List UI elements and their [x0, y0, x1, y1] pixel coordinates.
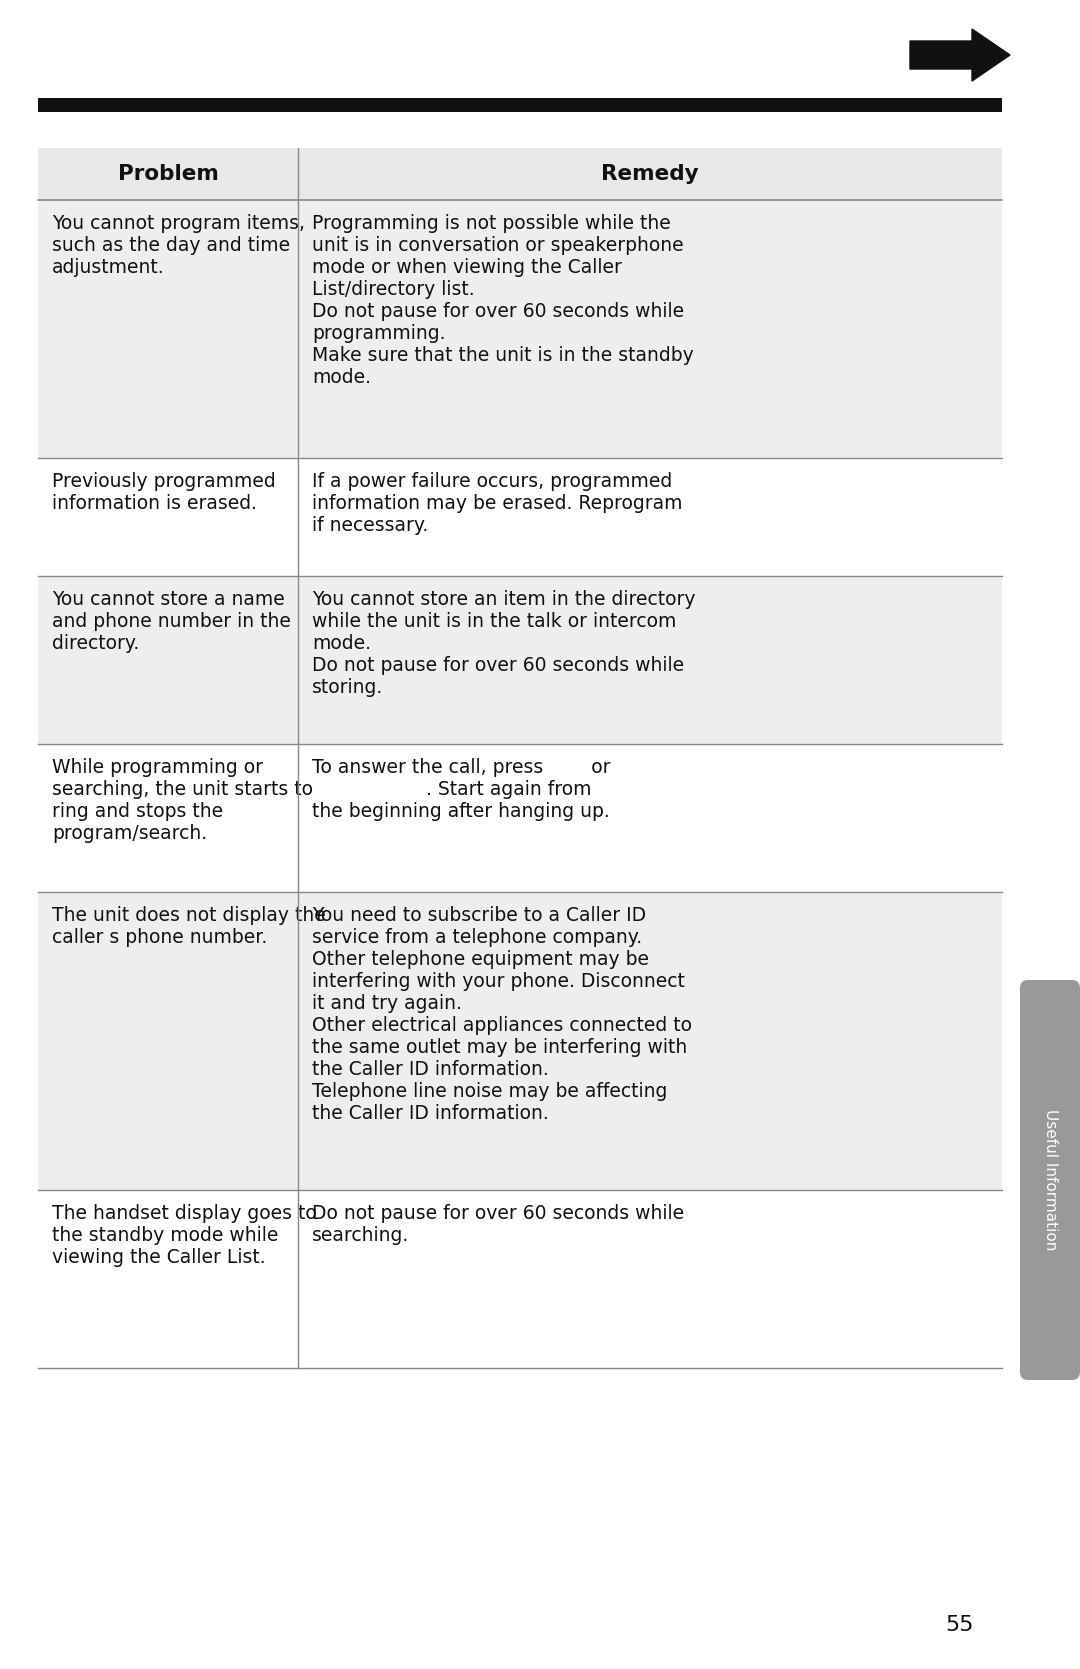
Text: You need to subscribe to a Caller ID
service from a telephone company.
Other tel: You need to subscribe to a Caller ID ser… — [312, 906, 692, 1123]
Bar — [38, 576, 298, 744]
Bar — [38, 891, 298, 1190]
Text: Problem: Problem — [118, 164, 218, 184]
Bar — [298, 744, 1002, 891]
Text: Useful Information: Useful Information — [1042, 1110, 1057, 1250]
Bar — [38, 149, 298, 200]
Text: The unit does not display the
caller s phone number.: The unit does not display the caller s p… — [52, 906, 326, 946]
Text: You cannot store a name
and phone number in the
directory.: You cannot store a name and phone number… — [52, 591, 291, 653]
Polygon shape — [910, 28, 1010, 82]
Text: Previously programmed
information is erased.: Previously programmed information is era… — [52, 472, 275, 512]
Text: Remedy: Remedy — [602, 164, 699, 184]
Bar — [38, 744, 298, 891]
Bar — [298, 1190, 1002, 1369]
Text: 55: 55 — [946, 1616, 974, 1636]
Bar — [38, 1190, 298, 1369]
Bar — [298, 576, 1002, 744]
Bar — [38, 200, 298, 457]
Text: To answer the call, press        or
                   . Start again from
the be: To answer the call, press or . Start aga… — [312, 758, 610, 821]
Text: You cannot program items,
such as the day and time
adjustment.: You cannot program items, such as the da… — [52, 214, 305, 277]
FancyBboxPatch shape — [1020, 980, 1080, 1380]
Bar — [38, 457, 298, 576]
Bar — [38, 98, 1002, 112]
Text: Do not pause for over 60 seconds while
searching.: Do not pause for over 60 seconds while s… — [312, 1203, 684, 1245]
Text: If a power failure occurs, programmed
information may be erased. Reprogram
if ne: If a power failure occurs, programmed in… — [312, 472, 683, 536]
Bar — [298, 891, 1002, 1190]
Text: While programming or
searching, the unit starts to
ring and stops the
program/se: While programming or searching, the unit… — [52, 758, 313, 843]
Bar — [298, 149, 1002, 200]
Text: Programming is not possible while the
unit is in conversation or speakerphone
mo: Programming is not possible while the un… — [312, 214, 693, 387]
Text: You cannot store an item in the directory
while the unit is in the talk or inter: You cannot store an item in the director… — [312, 591, 696, 698]
Bar — [298, 457, 1002, 576]
Bar — [298, 200, 1002, 457]
Text: The handset display goes to
the standby mode while
viewing the Caller List.: The handset display goes to the standby … — [52, 1203, 316, 1267]
